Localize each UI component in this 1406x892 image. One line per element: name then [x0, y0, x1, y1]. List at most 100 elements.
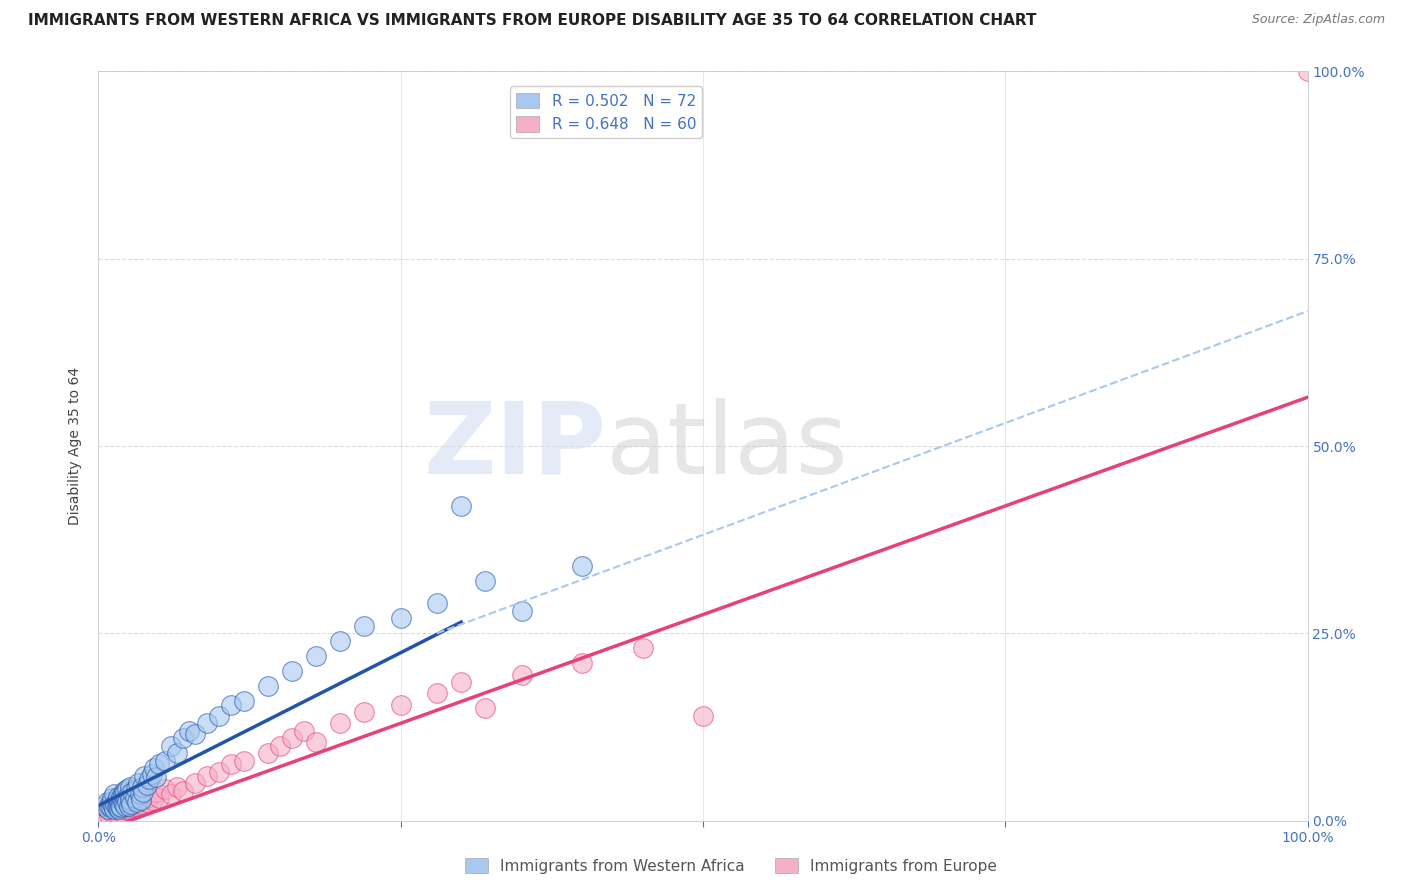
Point: [97, 802, 120, 816]
Text: atlas: atlas: [606, 398, 848, 494]
Point: [115, 791, 138, 805]
Point: [153, 782, 176, 797]
Point: [118, 798, 141, 813]
Point: [305, 648, 328, 663]
Point: [108, 798, 131, 813]
Text: IMMIGRANTS FROM WESTERN AFRICA VS IMMIGRANTS FROM EUROPE DISABILITY AGE 35 TO 64: IMMIGRANTS FROM WESTERN AFRICA VS IMMIGR…: [28, 13, 1036, 29]
Point: [120, 800, 142, 814]
Point: [232, 694, 254, 708]
Point: [256, 746, 278, 760]
Point: [281, 664, 304, 678]
Point: [389, 611, 412, 625]
Point: [128, 797, 150, 812]
Point: [124, 791, 146, 805]
Point: [107, 789, 129, 804]
Point: [112, 802, 135, 816]
Point: [631, 641, 654, 656]
Point: [141, 767, 163, 781]
Point: [108, 802, 131, 816]
Point: [114, 798, 136, 813]
Point: [118, 802, 141, 816]
Point: [124, 798, 146, 813]
Point: [93, 806, 115, 821]
Point: [100, 805, 122, 819]
Point: [474, 701, 496, 715]
Point: [118, 788, 141, 802]
Point: [179, 723, 201, 738]
Point: [110, 805, 132, 819]
Point: [107, 798, 129, 813]
Point: [103, 788, 125, 802]
Point: [127, 792, 149, 806]
Point: [148, 757, 170, 772]
Point: [96, 795, 118, 809]
Point: [100, 791, 122, 805]
Point: [692, 708, 714, 723]
Point: [117, 782, 139, 797]
Point: [100, 800, 122, 814]
Point: [101, 798, 124, 813]
Point: [114, 785, 136, 799]
Point: [131, 780, 153, 794]
Point: [292, 723, 315, 738]
Point: [100, 795, 122, 809]
Point: [329, 716, 352, 731]
Point: [450, 499, 472, 513]
Point: [94, 800, 117, 814]
Point: [127, 776, 149, 790]
Point: [426, 596, 449, 610]
Point: [118, 792, 141, 806]
Point: [93, 798, 115, 813]
Point: [105, 806, 128, 821]
Text: ZIP: ZIP: [423, 398, 606, 494]
Point: [108, 798, 131, 813]
Point: [1296, 64, 1319, 78]
Point: [221, 698, 243, 712]
Point: [184, 727, 207, 741]
Point: [172, 731, 194, 746]
Point: [120, 797, 142, 812]
Point: [148, 791, 170, 805]
Point: [389, 698, 412, 712]
Point: [256, 679, 278, 693]
Point: [128, 788, 150, 802]
Point: [131, 791, 153, 805]
Point: [101, 798, 124, 813]
Point: [112, 783, 135, 797]
Point: [98, 807, 121, 822]
Point: [160, 739, 183, 753]
Point: [108, 792, 131, 806]
Point: [450, 675, 472, 690]
Point: [108, 796, 131, 810]
Point: [112, 797, 135, 812]
Point: [221, 757, 243, 772]
Legend: Immigrants from Western Africa, Immigrants from Europe: Immigrants from Western Africa, Immigran…: [458, 852, 1004, 880]
Point: [281, 731, 304, 746]
Point: [353, 619, 375, 633]
Point: [96, 802, 118, 816]
Y-axis label: Disability Age 35 to 64: Disability Age 35 to 64: [69, 367, 83, 525]
Point: [110, 800, 132, 814]
Point: [125, 782, 148, 797]
Point: [510, 604, 533, 618]
Point: [105, 797, 128, 812]
Point: [108, 802, 131, 816]
Point: [195, 716, 218, 731]
Point: [184, 776, 207, 790]
Point: [135, 795, 157, 809]
Point: [474, 574, 496, 588]
Point: [115, 795, 138, 809]
Point: [143, 761, 166, 775]
Point: [145, 770, 167, 784]
Point: [121, 795, 143, 809]
Point: [104, 802, 127, 816]
Point: [97, 798, 120, 813]
Point: [134, 769, 156, 783]
Point: [107, 800, 129, 814]
Point: [353, 705, 375, 719]
Point: [129, 792, 152, 806]
Point: [166, 780, 188, 794]
Legend: R = 0.502   N = 72, R = 0.648   N = 60: R = 0.502 N = 72, R = 0.648 N = 60: [510, 87, 702, 138]
Point: [111, 795, 134, 809]
Point: [510, 667, 533, 681]
